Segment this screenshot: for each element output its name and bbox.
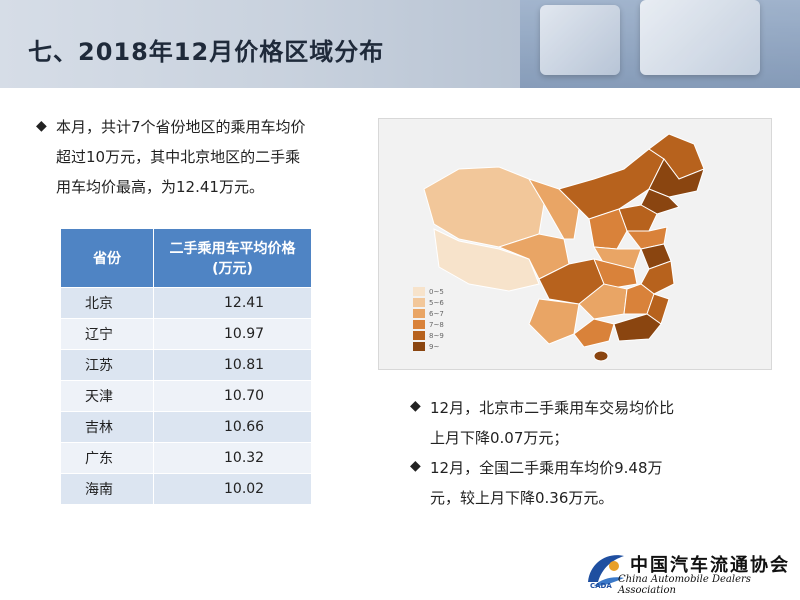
legend-label: 0~5 bbox=[429, 287, 444, 296]
legend-swatch bbox=[413, 331, 425, 340]
region-hubei bbox=[593, 258, 638, 290]
map-legend: 0~5 5~6 6~7 7~8 8~9 9~ bbox=[413, 286, 444, 352]
table-row: 吉林 10.66 bbox=[60, 411, 312, 443]
region-hainan bbox=[593, 350, 609, 362]
cell-province: 吉林 bbox=[60, 411, 154, 443]
legend-swatch bbox=[413, 287, 425, 296]
intro-line: 超过10万元，其中北京地区的二手乘 bbox=[56, 148, 301, 166]
cell-province: 江苏 bbox=[60, 349, 154, 381]
legend-label: 6~7 bbox=[429, 309, 444, 318]
cada-emblem-icon bbox=[588, 555, 624, 586]
table-row: 江苏 10.81 bbox=[60, 349, 312, 381]
note-line: 元，较上月下降0.36万元。 bbox=[430, 489, 614, 507]
cell-value: 12.41 bbox=[153, 287, 312, 319]
logo-english-name: China Automobile Dealers Association bbox=[618, 574, 751, 596]
cada-logo bbox=[580, 548, 790, 592]
logo-chinese-name: 中国汽车流通协会 bbox=[630, 555, 790, 576]
legend-item: 0~5 bbox=[413, 286, 444, 297]
cell-value: 10.97 bbox=[153, 318, 312, 350]
price-table: 省份 二手乘用车平均价格 (万元) 北京 12.41 辽宁 10.97 江苏 10.8… bbox=[60, 228, 312, 505]
region-tibet bbox=[433, 228, 540, 292]
legend-item: 5~6 bbox=[413, 297, 444, 308]
note-line: 上月下降0.07万元； bbox=[430, 429, 569, 447]
legend-label: 5~6 bbox=[429, 298, 444, 307]
legend-item: 8~9 bbox=[413, 330, 444, 341]
cell-province: 海南 bbox=[60, 473, 154, 505]
col-header-price-unit: (万元) bbox=[212, 261, 253, 277]
cell-value: 10.70 bbox=[153, 380, 312, 412]
choropleth-map bbox=[378, 118, 772, 370]
legend-swatch bbox=[413, 298, 425, 307]
slide-header: 七、2018年12月价格区域分布 bbox=[0, 0, 800, 88]
col-header-province: 省份 bbox=[60, 228, 154, 288]
legend-item: 6~7 bbox=[413, 308, 444, 319]
legend-item: 9~ bbox=[413, 341, 444, 352]
cell-value: 10.32 bbox=[153, 442, 312, 474]
legend-swatch bbox=[413, 309, 425, 318]
intro-text: 本月，共计7个省份地区的乘用车均价 超过10万元，其中北京地区的二手乘 用车均价… bbox=[56, 112, 356, 202]
note-line: 12月，全国二手乘用车均价9.48万 bbox=[430, 459, 663, 477]
page-title: 七、2018年12月价格区域分布 bbox=[28, 38, 385, 66]
bullet-diamond-icon: ◆ bbox=[36, 118, 47, 134]
region-guangxi bbox=[573, 318, 615, 348]
cell-value: 10.66 bbox=[153, 411, 312, 443]
region-zhejiang bbox=[640, 260, 675, 295]
col-header-price: 二手乘用车平均价格 (万元) bbox=[153, 228, 312, 288]
intro-line: 本月，共计7个省份地区的乘用车均价 bbox=[56, 118, 306, 136]
cell-province: 辽宁 bbox=[60, 318, 154, 350]
region-shanxi bbox=[588, 208, 628, 250]
note-1: 12月，北京市二手乘用车交易均价比 上月下降0.07万元； bbox=[430, 393, 750, 453]
logo-abbreviation: CADA bbox=[590, 582, 612, 590]
cell-value: 10.81 bbox=[153, 349, 312, 381]
legend-label: 9~ bbox=[429, 342, 440, 351]
table-row: 天津 10.70 bbox=[60, 380, 312, 412]
legend-swatch bbox=[413, 342, 425, 351]
legend-swatch bbox=[413, 320, 425, 329]
note-line: 12月，北京市二手乘用车交易均价比 bbox=[430, 399, 675, 417]
region-shandong bbox=[625, 226, 668, 250]
cell-province: 天津 bbox=[60, 380, 154, 412]
table-row: 北京 12.41 bbox=[60, 287, 312, 319]
legend-label: 8~9 bbox=[429, 331, 444, 340]
table-row: 广东 10.32 bbox=[60, 442, 312, 474]
region-guangdong bbox=[613, 313, 662, 342]
bullet-diamond-icon: ◆ bbox=[410, 458, 421, 474]
table-row: 海南 10.02 bbox=[60, 473, 312, 505]
table-row: 辽宁 10.97 bbox=[60, 318, 312, 350]
china-map-svg bbox=[423, 133, 705, 362]
bullet-diamond-icon: ◆ bbox=[410, 398, 421, 414]
cell-province: 北京 bbox=[60, 287, 154, 319]
cell-value: 10.02 bbox=[153, 473, 312, 505]
col-header-price-line: 二手乘用车平均价格 bbox=[169, 241, 296, 257]
region-xinjiang bbox=[423, 166, 545, 248]
note-2: 12月，全国二手乘用车均价9.48万 元，较上月下降0.36万元。 bbox=[430, 453, 750, 513]
region-yunnan bbox=[528, 298, 580, 345]
cell-province: 广东 bbox=[60, 442, 154, 474]
header-decoration bbox=[520, 0, 800, 88]
legend-item: 7~8 bbox=[413, 319, 444, 330]
decor-cube bbox=[540, 5, 620, 75]
legend-label: 7~8 bbox=[429, 320, 444, 329]
intro-line: 用车均价最高，为12.41万元。 bbox=[56, 178, 264, 196]
region-liaoning bbox=[640, 188, 680, 215]
decor-cube bbox=[640, 0, 760, 75]
